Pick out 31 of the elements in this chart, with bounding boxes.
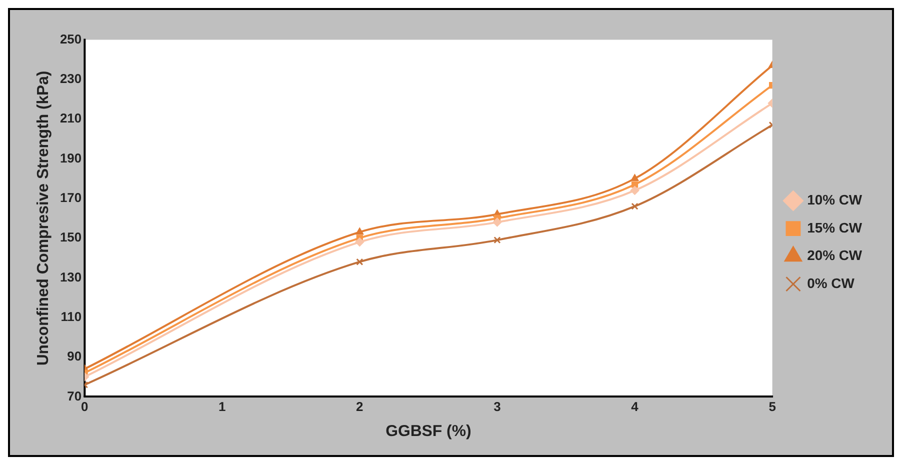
y-tick-label: 210 xyxy=(60,110,82,126)
point xyxy=(356,228,364,235)
point xyxy=(631,181,638,188)
y-tick-label: 90 xyxy=(67,348,82,364)
legend-label: 15% CW xyxy=(807,219,863,236)
y-tick-label: 110 xyxy=(60,308,82,324)
legend-label: 10% CW xyxy=(807,192,863,208)
x-tick-label: 2 xyxy=(356,399,364,414)
point xyxy=(630,174,639,182)
y-tick-label: 190 xyxy=(60,150,82,166)
y-tick-label: 70 xyxy=(67,388,82,404)
x-tick-label: 0 xyxy=(80,399,88,414)
y-tick-label: 250 xyxy=(60,31,82,46)
y-axis-title: Unconfined Compresive Strength (kPa) xyxy=(34,70,52,366)
x-axis-title: GGBSF (%) xyxy=(386,423,472,440)
y-tick-label: 170 xyxy=(60,190,82,205)
legend-label: 20% CW xyxy=(807,247,863,264)
x-tick-label: 1 xyxy=(218,399,226,414)
point xyxy=(630,186,640,195)
point xyxy=(355,238,364,246)
point xyxy=(492,218,502,227)
x-tick-label: 5 xyxy=(768,399,776,414)
point xyxy=(494,236,501,244)
point xyxy=(631,202,638,210)
legend-label: 0% CW xyxy=(807,274,856,291)
point xyxy=(356,258,364,266)
y-tick-label: 150 xyxy=(60,230,82,245)
x-tick-label: 3 xyxy=(494,399,501,414)
x-tick-label: 4 xyxy=(631,399,640,414)
y-tick-label: 230 xyxy=(60,70,82,86)
y-tick-label: 130 xyxy=(60,269,82,284)
